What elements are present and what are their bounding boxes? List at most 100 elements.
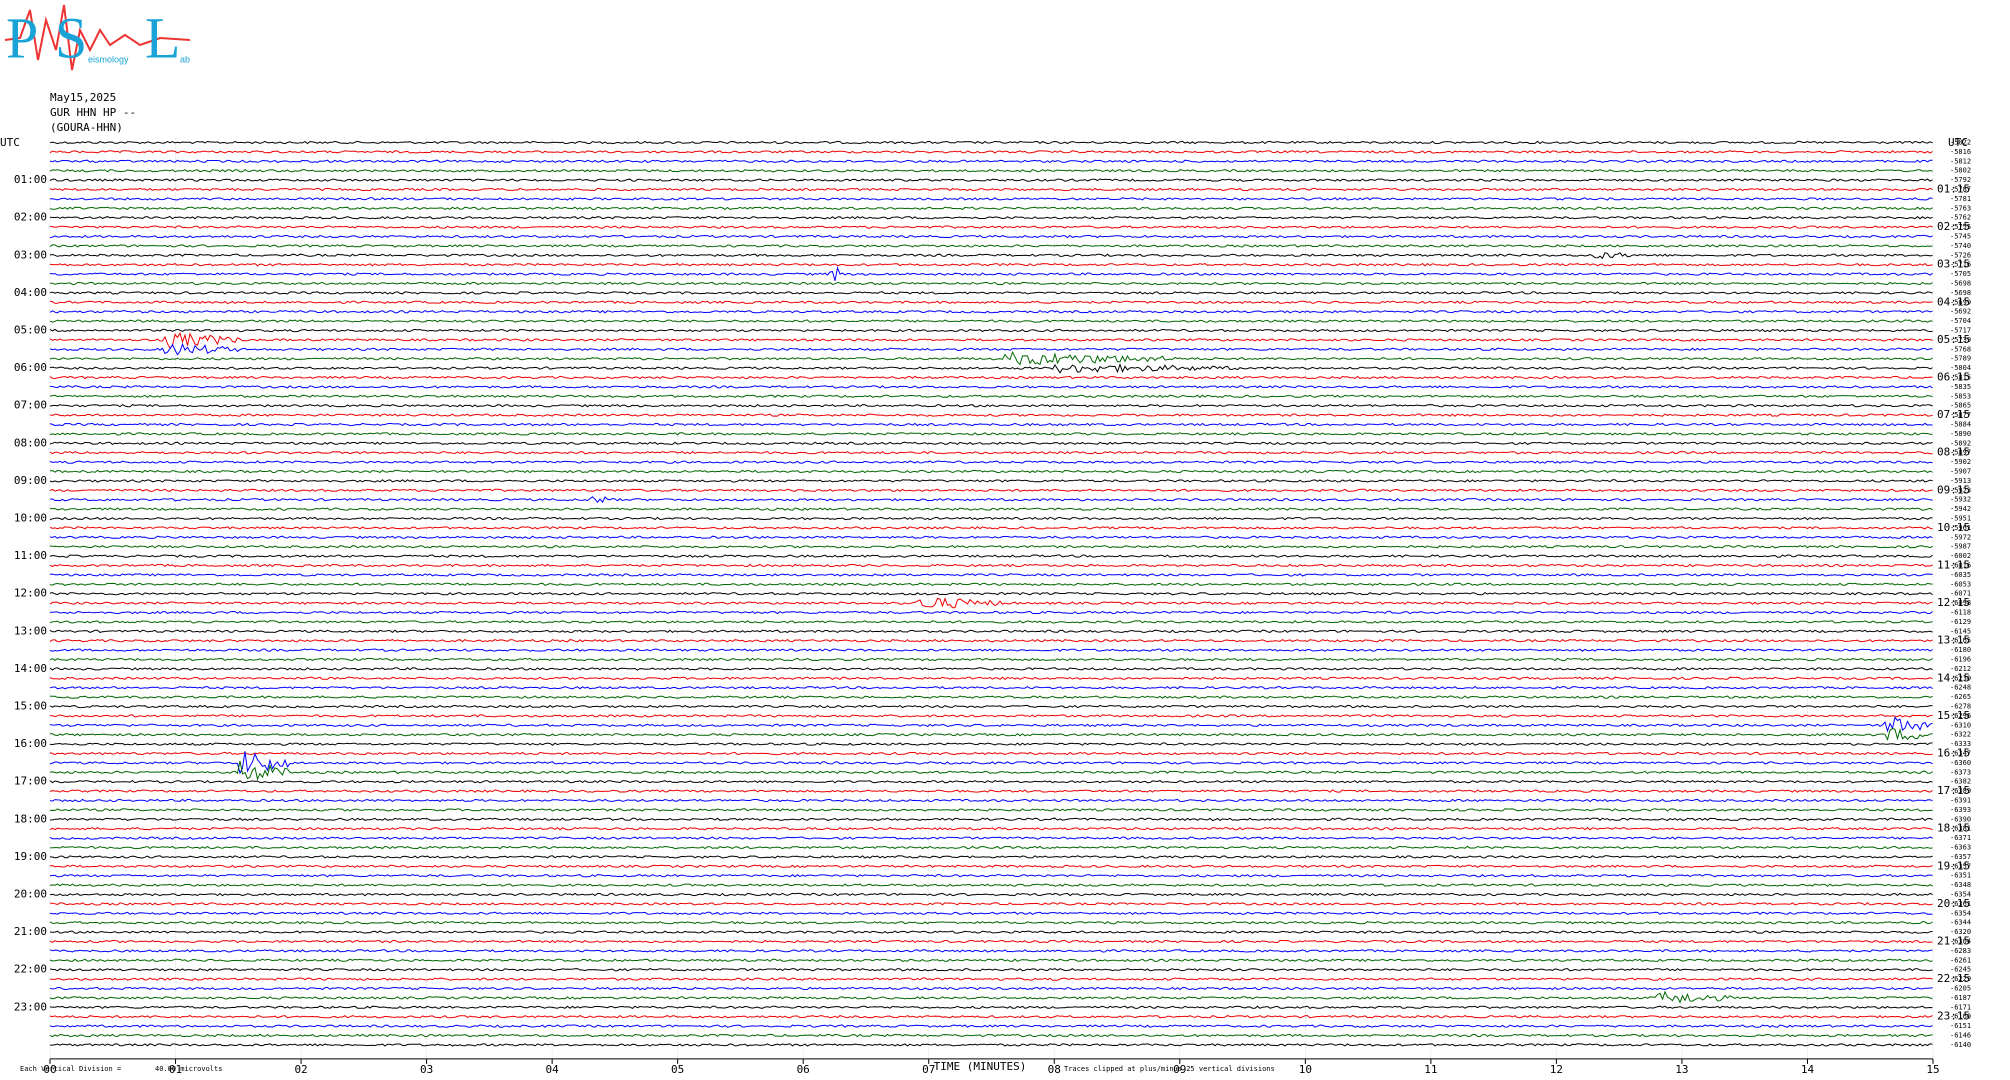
offset-label: -6344 — [1950, 919, 1971, 927]
offset-label: -6357 — [1950, 862, 1971, 870]
offset-label: -5987 — [1950, 543, 1971, 551]
offset-label: -5815 — [1950, 374, 1971, 382]
trace — [49, 516, 1933, 521]
hour-label: 03:00 — [14, 248, 47, 261]
trace — [49, 197, 1933, 201]
offset-label: -5792 — [1950, 176, 1971, 184]
offset-label: -5884 — [1950, 421, 1971, 429]
trace — [49, 206, 1933, 211]
trace — [49, 554, 1933, 558]
trace — [49, 394, 1933, 399]
offset-label: -6322 — [1950, 731, 1971, 739]
trace — [49, 836, 1933, 840]
x-tick-label: 15 — [1926, 1063, 1939, 1076]
offset-label: -5787 — [1950, 186, 1971, 194]
hour-label: 04:15 — [1937, 295, 1970, 308]
offset-label: -6261 — [1950, 956, 1971, 964]
offset-label: -5877 — [1950, 411, 1971, 419]
hour-label: 06:15 — [1937, 371, 1970, 384]
offset-label: -5835 — [1950, 383, 1971, 391]
offset-label: -5812 — [1950, 157, 1971, 165]
hour-label: 20:00 — [14, 888, 47, 901]
trace — [49, 883, 1933, 887]
offset-label: -6151 — [1950, 1022, 1971, 1030]
trace — [49, 385, 1933, 389]
scale: 40.00 microvolts — [155, 1065, 222, 1073]
logo-letter: L — [145, 5, 180, 70]
offset-label: -5768 — [1950, 345, 1971, 353]
hour-label: 05:15 — [1937, 333, 1970, 346]
hour-label: 01:15 — [1937, 183, 1970, 196]
hour-label: 02:00 — [14, 211, 47, 224]
trace — [49, 469, 1933, 474]
offset-label: -5692 — [1950, 308, 1971, 316]
trace — [49, 591, 1933, 596]
trace — [49, 892, 1933, 897]
trace — [49, 375, 1933, 380]
offset-label: -6248 — [1950, 684, 1971, 692]
trace — [49, 1033, 1933, 1038]
offset-label: -6320 — [1950, 928, 1971, 936]
trace — [49, 328, 1933, 333]
trace — [49, 695, 1933, 699]
trace — [49, 432, 1933, 436]
x-tick-label: 00 — [43, 1063, 56, 1076]
trace — [49, 535, 1933, 540]
trace — [49, 168, 1933, 173]
trace — [50, 727, 1933, 742]
trace — [49, 266, 1933, 281]
trace — [49, 685, 1933, 690]
offset-label: -6187 — [1950, 994, 1971, 1002]
trace — [49, 281, 1933, 286]
trace — [49, 789, 1933, 793]
trace — [49, 939, 1933, 944]
hour-label: 09:15 — [1937, 483, 1970, 496]
offset-label: -6360 — [1950, 759, 1971, 767]
offset-label: -5705 — [1950, 270, 1971, 278]
trace — [49, 496, 1933, 504]
offset-label: -5789 — [1950, 355, 1971, 363]
hour-label: 18:15 — [1937, 822, 1970, 835]
trace — [49, 262, 1933, 267]
trace — [49, 1005, 1933, 1010]
trace — [49, 479, 1933, 483]
offset-label: -5942 — [1950, 505, 1971, 513]
hour-label: 01:00 — [14, 173, 47, 186]
hour-label: 12:15 — [1937, 596, 1970, 609]
offset-label: -6304 — [1950, 938, 1971, 946]
hour-label: 17:15 — [1937, 784, 1970, 797]
logo-word: ab — [180, 54, 190, 64]
trace — [49, 582, 1933, 586]
offset-label: -6347 — [1950, 750, 1971, 758]
trace — [49, 488, 1933, 493]
x-tick-label: 14 — [1801, 1063, 1815, 1076]
clip-note: Traces clipped at plus/minus 25 vertical… — [1064, 1065, 1275, 1073]
offset-label: -5892 — [1950, 439, 1971, 447]
offset-label: -5716 — [1950, 261, 1971, 269]
trace — [49, 150, 1933, 154]
x-tick-label: 04 — [546, 1063, 560, 1076]
trace — [49, 234, 1933, 239]
offset-label: -5822 — [1950, 139, 1971, 147]
offset-label: -6180 — [1950, 646, 1971, 654]
trace — [49, 855, 1933, 859]
offset-label: -6245 — [1950, 966, 1971, 974]
x-tick-label: 03 — [420, 1063, 433, 1076]
trace — [50, 215, 1933, 220]
offset-label: -6016 — [1950, 562, 1971, 570]
offset-label: -5755 — [1950, 223, 1971, 231]
trace — [49, 667, 1933, 671]
offset-label: -6391 — [1950, 797, 1971, 805]
hour-label: 07:00 — [14, 399, 47, 412]
hour-label: 17:00 — [14, 775, 47, 788]
offset-label: -5762 — [1950, 214, 1971, 222]
trace — [49, 460, 1933, 464]
trace — [49, 441, 1933, 446]
hour-label: 10:00 — [14, 512, 47, 525]
trace — [49, 638, 1933, 643]
offset-label: -5972 — [1950, 533, 1971, 541]
offset-label: -6371 — [1950, 834, 1971, 842]
offset-label: -5740 — [1950, 242, 1971, 250]
offset-label: -5804 — [1950, 364, 1971, 372]
x-tick-label: 12 — [1550, 1063, 1563, 1076]
